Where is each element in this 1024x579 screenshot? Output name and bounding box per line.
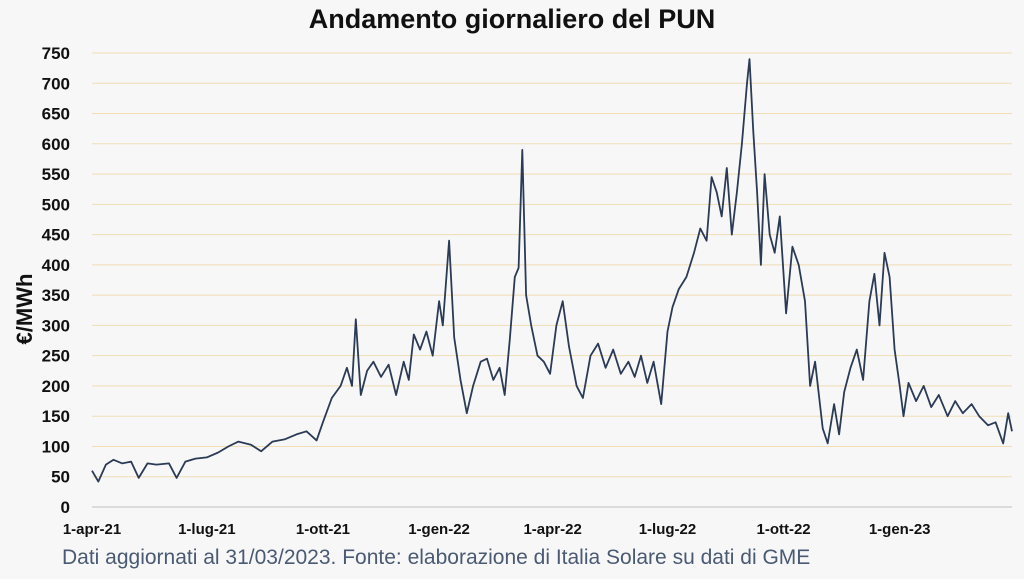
y-tick-label: 300	[42, 316, 70, 335]
y-tick-label: 400	[42, 256, 70, 275]
y-tick-label: 0	[61, 498, 70, 517]
x-tick-label: 1-ott-22	[756, 521, 810, 538]
y-tick-label: 500	[42, 195, 70, 214]
y-tick-label: 200	[42, 377, 70, 396]
y-tick-label: 350	[42, 286, 70, 305]
y-tick-label: 150	[42, 407, 70, 426]
x-tick-label: 1-lug-21	[178, 521, 236, 538]
y-tick-label: 50	[51, 468, 70, 487]
x-tick-label: 1-apr-22	[523, 521, 581, 538]
x-tick-label: 1-gen-23	[869, 521, 931, 538]
y-tick-label: 750	[42, 44, 70, 63]
y-tick-label: 700	[42, 74, 70, 93]
x-tick-label: 1-lug-22	[639, 521, 697, 538]
x-tick-label: 1-ott-21	[296, 521, 350, 538]
pun-series-line	[91, 58, 1013, 483]
x-tick-label: 1-apr-21	[63, 521, 121, 538]
chart-title: Andamento giornaliero del PUN	[308, 4, 716, 34]
y-tick-label: 450	[42, 226, 70, 245]
y-tick-label: 100	[42, 437, 70, 456]
y-tick-label: 550	[42, 165, 70, 184]
y-tick-label: 650	[42, 105, 70, 124]
chart-caption: Dati aggiornati al 31/03/2023. Fonte: el…	[62, 546, 811, 569]
x-tick-label: 1-gen-22	[408, 521, 470, 538]
y-tick-label: 250	[42, 347, 70, 366]
y-tick-label: 600	[42, 135, 70, 154]
